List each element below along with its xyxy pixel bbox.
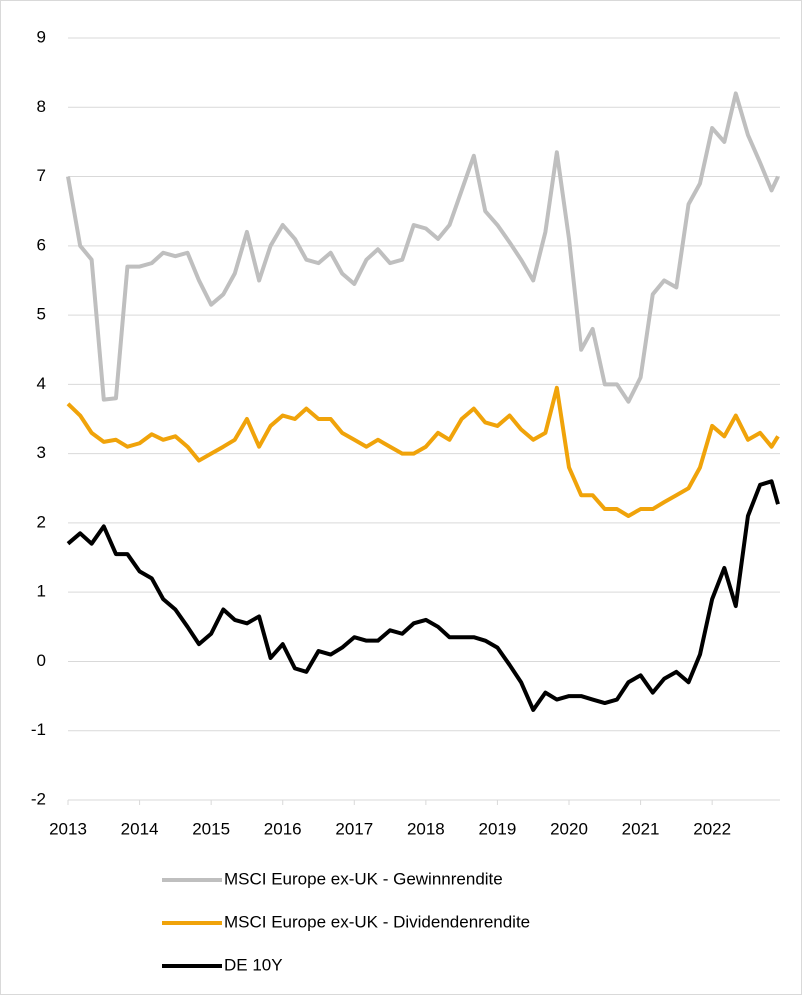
y-tick-label: 2 [37,512,46,531]
x-tick-label: 2019 [479,819,517,838]
x-tick-label: 2017 [335,819,373,838]
x-tick-label: 2020 [550,819,588,838]
x-tick-label: 2014 [121,819,159,838]
x-tick-label: 2015 [192,819,230,838]
y-tick-label: 5 [37,305,46,324]
y-tick-label: 1 [37,582,46,601]
y-tick-label: 9 [37,27,46,46]
y-tick-label: 6 [37,235,46,254]
y-tick-label: 8 [37,97,46,116]
x-tick-label: 2016 [264,819,302,838]
y-tick-label: 3 [37,443,46,462]
x-tick-label: 2018 [407,819,445,838]
legend-label: DE 10Y [224,955,283,974]
x-tick-label: 2021 [622,819,660,838]
y-tick-label: 4 [37,374,46,393]
series-line [66,91,780,404]
series-line [66,479,780,712]
y-tick-label: 0 [37,651,46,670]
x-tick-label: 2013 [49,819,87,838]
y-tick-label: -1 [31,720,46,739]
legend-label: MSCI Europe ex-UK - Gewinnrendite [224,869,503,888]
series-line [66,385,780,518]
y-tick-label: 7 [37,166,46,185]
y-tick-label: -2 [31,789,46,808]
x-tick-label: 2022 [693,819,731,838]
legend-label: MSCI Europe ex-UK - Dividendenrendite [224,912,530,931]
